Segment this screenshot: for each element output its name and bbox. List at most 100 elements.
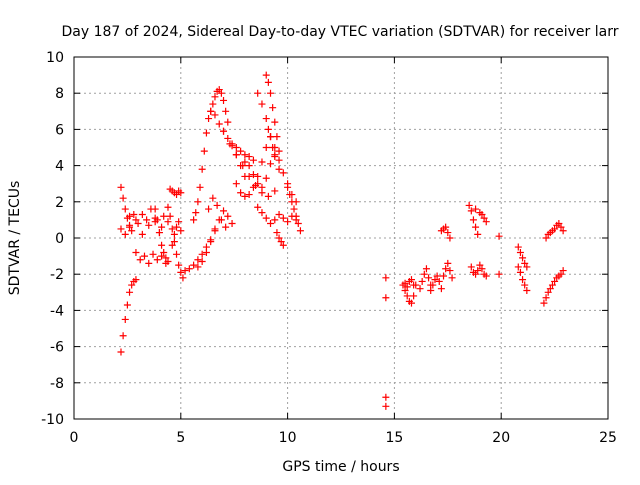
data-point	[474, 267, 482, 275]
x-tick-labels: 0 5 10 15 20 25	[70, 430, 617, 446]
data-point	[267, 133, 275, 141]
data-point	[418, 277, 426, 285]
data-point	[403, 292, 411, 300]
y-tick-label: 2	[55, 195, 64, 211]
series-arc-f	[151, 205, 172, 266]
data-point	[175, 218, 183, 226]
data-point	[286, 191, 294, 199]
data-point	[420, 270, 428, 278]
data-point	[521, 259, 529, 267]
data-point	[245, 172, 253, 180]
y-tick-label: -4	[50, 303, 64, 319]
data-point	[202, 248, 210, 256]
data-point	[495, 270, 503, 278]
data-point	[401, 279, 409, 287]
data-point	[435, 277, 443, 285]
x-axis-label: GPS time / hours	[282, 459, 399, 475]
data-point	[279, 214, 287, 222]
data-point	[448, 274, 456, 282]
data-point	[138, 230, 146, 238]
data-point	[425, 274, 433, 282]
data-point	[407, 299, 415, 307]
series-arc-v	[267, 133, 300, 206]
data-point	[254, 89, 262, 97]
data-point	[495, 232, 503, 240]
data-point	[296, 227, 304, 235]
data-point	[145, 259, 153, 267]
data-point	[209, 100, 217, 108]
data-point	[271, 187, 279, 195]
data-point	[429, 281, 437, 289]
data-point	[194, 198, 202, 206]
y-tick-label: 4	[55, 159, 64, 175]
series-arc-q	[228, 140, 257, 164]
data-point	[224, 212, 232, 220]
data-point	[288, 198, 296, 206]
series-arc-ak	[514, 243, 531, 271]
data-point	[245, 162, 253, 170]
data-point	[192, 209, 200, 217]
data-point	[292, 212, 300, 220]
data-point	[410, 281, 418, 289]
data-point	[170, 238, 178, 246]
series-arc-al	[514, 263, 531, 294]
data-point	[264, 125, 272, 133]
data-point	[179, 274, 187, 282]
data-point	[185, 265, 193, 273]
data-point	[262, 71, 270, 79]
y-tick-label: 8	[55, 86, 64, 102]
data-point	[521, 281, 529, 289]
data-point	[249, 183, 257, 191]
data-point	[126, 212, 134, 220]
series-arc-w	[254, 203, 300, 228]
data-point	[117, 348, 125, 356]
data-point	[557, 270, 565, 278]
data-point	[273, 133, 281, 141]
data-point	[254, 203, 262, 211]
data-point	[516, 268, 524, 276]
data-point	[164, 218, 172, 226]
data-point	[275, 234, 283, 242]
data-point	[437, 285, 445, 293]
data-point	[128, 281, 136, 289]
data-point	[130, 210, 138, 218]
data-point	[119, 332, 127, 340]
data-point	[427, 286, 435, 294]
data-point	[224, 134, 232, 142]
data-point	[237, 189, 245, 197]
data-point	[555, 220, 563, 228]
data-point	[431, 276, 439, 284]
y-tick-label: 6	[55, 122, 64, 138]
data-point	[220, 207, 228, 215]
series-arc-ab	[401, 276, 418, 291]
data-point	[271, 144, 279, 151]
data-point	[474, 230, 482, 238]
data-point	[190, 216, 198, 224]
data-point	[117, 225, 125, 233]
data-point	[382, 294, 390, 302]
data-point	[271, 216, 279, 224]
data-point	[403, 283, 411, 291]
data-point	[207, 238, 215, 246]
data-point	[121, 230, 129, 238]
data-point	[164, 203, 172, 211]
data-point	[523, 286, 531, 294]
data-point	[211, 225, 219, 233]
data-point	[262, 214, 270, 222]
data-point	[258, 100, 266, 108]
data-point	[198, 258, 206, 266]
data-point	[239, 162, 247, 170]
data-point	[523, 263, 531, 271]
data-point	[132, 276, 140, 284]
data-point	[175, 261, 183, 269]
series-arc-af	[440, 259, 456, 282]
series-arc-d	[132, 248, 170, 267]
y-tick-label: -6	[50, 340, 64, 356]
data-point	[264, 78, 272, 86]
data-point	[155, 229, 163, 237]
data-point	[416, 285, 424, 293]
data-point	[121, 315, 129, 323]
data-point	[222, 107, 230, 115]
data-point	[232, 180, 240, 188]
